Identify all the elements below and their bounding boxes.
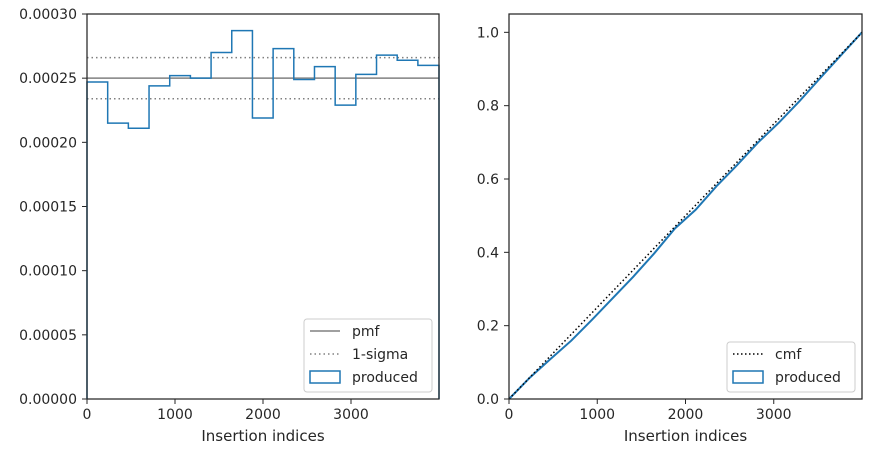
y-tick-label: 0.00010 [19,264,77,280]
y-tick-label: 0.4 [477,245,499,261]
cmf-line [508,31,863,400]
y-tick-label: 0.00015 [19,200,77,216]
x-tick-label: 0 [83,407,92,423]
legend-produced-label: produced [352,370,418,386]
plot-frame [508,13,863,400]
x-axis-label: Insertion indices [624,427,747,445]
produced-histogram [86,29,440,399]
plot-frame [86,13,440,400]
y-tick-label: 0.00000 [19,392,77,408]
y-tick-label: 0.00005 [19,328,77,344]
legend-produced-label: produced [775,370,841,386]
legend-pmf-label: pmf [352,324,381,340]
x-axis-label: Insertion indices [201,427,324,445]
legend-box [726,341,856,393]
y-tick-label: 0.0 [477,392,499,408]
legend-sigma-label: 1-sigma [352,347,408,363]
legend-produced-swatch [309,370,341,384]
legend: pmf 1-sigma produced [303,318,433,393]
produced-cdf-line [508,31,863,400]
legend-produced-swatch [732,370,764,384]
y-tick-label: 0.2 [477,319,499,335]
y-tick-label: 0.8 [477,99,499,115]
y-tick-label: 0.00020 [19,135,77,151]
x-tick-label: 3000 [756,407,792,423]
histogram-chart: 0 1000 2000 3000 0.00000 0.00005 0.00010 0.0001… [19,7,440,445]
y-tick-label: 0.00025 [19,71,77,87]
y-tick-label: 0.6 [477,172,499,188]
x-tick-label: 0 [505,407,514,423]
x-tick-label: 2000 [245,407,281,423]
y-tick-label: 0.00030 [19,7,77,23]
legend-box [303,318,433,393]
x-tick-label: 3000 [333,407,369,423]
legend: cmf produced [726,341,856,393]
cdf-chart: 0 1000 2000 3000 0.0 0.2 0.4 0.6 0.8 1.0 Insertion… [477,13,863,445]
y-tick-label: 1.0 [477,25,499,41]
legend-cmf-label: cmf [775,347,802,363]
x-tick-label: 1000 [579,407,615,423]
x-tick-label: 2000 [668,407,704,423]
x-tick-label: 1000 [157,407,193,423]
